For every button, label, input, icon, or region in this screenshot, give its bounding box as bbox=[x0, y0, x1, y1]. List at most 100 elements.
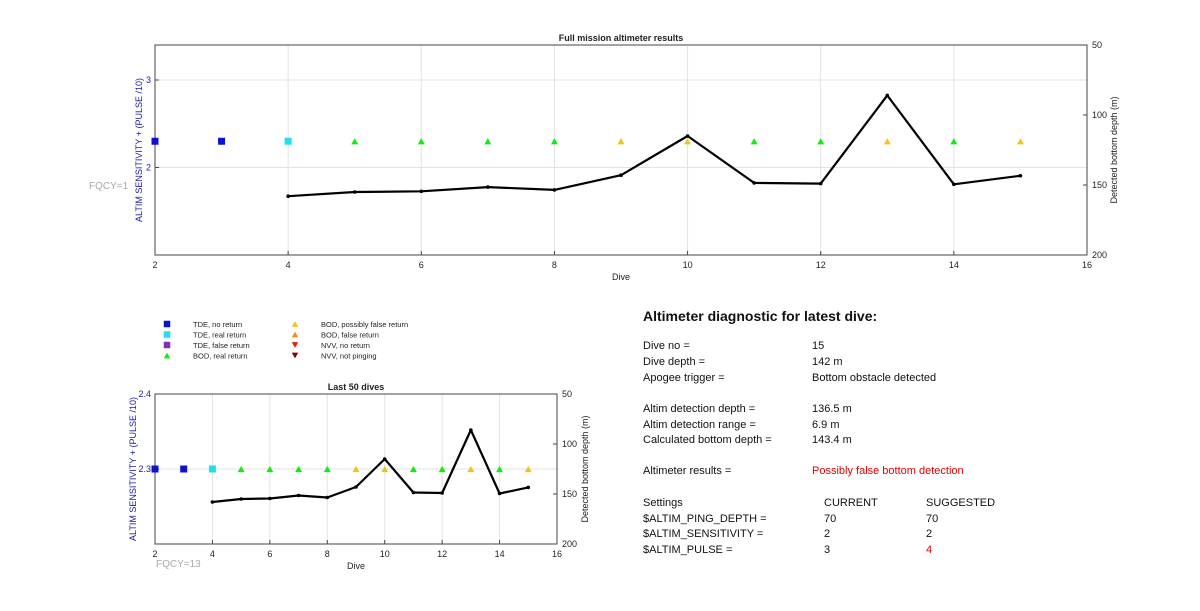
legend-label: NVV, no return bbox=[321, 341, 370, 350]
altimeter-marker bbox=[550, 138, 558, 145]
x-tick-label: 10 bbox=[380, 549, 390, 559]
y-right-axis-label: Detected bottom depth (m) bbox=[1109, 96, 1119, 203]
x-tick-label: 4 bbox=[286, 260, 291, 270]
bottom-depth-point bbox=[286, 194, 290, 198]
bottom-depth-point bbox=[296, 493, 301, 498]
settings-header: Settings bbox=[643, 497, 683, 509]
altimeter-marker bbox=[524, 465, 532, 473]
x-axis-label: Dive bbox=[347, 561, 365, 571]
diagnostic-title: Altimeter diagnostic for latest dive: bbox=[643, 308, 878, 324]
dive-depth-value: 142 m bbox=[812, 356, 843, 368]
bottom-depth-label: Calculated bottom depth = bbox=[643, 434, 772, 446]
bottom-depth-point bbox=[268, 496, 272, 501]
legend-marker bbox=[291, 342, 299, 348]
altimeter-marker bbox=[284, 137, 292, 145]
bottom-depth-point bbox=[382, 457, 387, 461]
altimeter-marker bbox=[417, 138, 425, 145]
altimeter-marker bbox=[208, 465, 216, 473]
y-right-tick-label: 150 bbox=[562, 489, 577, 499]
suggested-header: SUGGESTED bbox=[926, 497, 996, 509]
apogee-trigger-value: Bottom obstacle detected bbox=[812, 372, 937, 384]
apogee-trigger-label: Apogee trigger = bbox=[643, 372, 725, 384]
bottom-depth-point bbox=[486, 185, 490, 189]
dive-depth-label: Dive depth = bbox=[643, 356, 706, 368]
y-right-tick-label: 100 bbox=[562, 439, 577, 449]
setting-current: 70 bbox=[824, 513, 837, 525]
legend-marker bbox=[291, 352, 299, 359]
x-tick-label: 14 bbox=[495, 549, 505, 559]
x-tick-label: 14 bbox=[949, 260, 959, 270]
bottom-depth-point bbox=[354, 485, 358, 489]
detection-range-value: 6.9 m bbox=[812, 419, 840, 431]
x-tick-label: 2 bbox=[152, 549, 157, 559]
altimeter-marker bbox=[381, 465, 389, 473]
bottom-depth-point bbox=[469, 428, 473, 432]
altimeter-marker bbox=[218, 137, 226, 145]
y-left-axis-label: ALTIM SENSITIVITY + (PULSE /10) bbox=[134, 78, 144, 222]
dive-no-label: Dive no = bbox=[643, 340, 690, 352]
altimeter-marker bbox=[323, 465, 331, 473]
altimeter-marker bbox=[266, 465, 274, 473]
y-right-tick-label: 200 bbox=[1092, 250, 1107, 260]
bottom-depth-point bbox=[619, 173, 623, 177]
bottom-depth-value: 143.4 m bbox=[812, 434, 852, 446]
chart-title: Last 50 dives bbox=[328, 382, 385, 392]
bottom-depth-point bbox=[210, 500, 215, 504]
detection-depth-label: Altim detection depth = bbox=[643, 403, 756, 415]
x-axis-label: Dive bbox=[612, 272, 630, 282]
altimeter-marker bbox=[496, 465, 504, 473]
bottom-depth-line bbox=[212, 428, 529, 504]
y-left-tick-label: 2.3 bbox=[138, 464, 151, 474]
chart-title: Full mission altimeter results bbox=[559, 33, 684, 43]
altimeter-marker bbox=[684, 138, 692, 145]
x-tick-label: 16 bbox=[1082, 260, 1092, 270]
x-tick-label: 12 bbox=[816, 260, 826, 270]
y-left-tick-label: 2 bbox=[146, 163, 151, 173]
y-left-tick-label: 3 bbox=[146, 75, 151, 85]
altimeter-results-value: Possibly false bottom detection bbox=[812, 465, 964, 477]
detection-range-label: Altim detection range = bbox=[643, 419, 756, 431]
altimeter-marker bbox=[295, 465, 303, 473]
bottom-depth-point bbox=[685, 134, 690, 138]
altimeter-marker bbox=[151, 465, 159, 473]
bottom-depth-point bbox=[440, 491, 444, 495]
bottom-depth-point bbox=[885, 93, 890, 98]
plot-area bbox=[155, 45, 1087, 255]
last-50-dives-chart: 2 4 6 8 10 12 14 16 2.3 2.4 50 100 150 200 Last 50 div… bbox=[128, 382, 590, 571]
altimeter-marker bbox=[409, 465, 417, 473]
y-right-tick-label: 200 bbox=[562, 539, 577, 549]
altimeter-marker bbox=[950, 138, 958, 145]
setting-suggested: 2 bbox=[926, 528, 933, 540]
setting-name: $ALTIM_PULSE = bbox=[643, 544, 733, 556]
setting-name: $ALTIM_SENSITIVITY = bbox=[643, 528, 764, 540]
altimeter-marker bbox=[883, 138, 891, 145]
x-tick-label: 4 bbox=[210, 549, 215, 559]
dive-no-value: 15 bbox=[812, 340, 825, 352]
x-tick-label: 6 bbox=[267, 549, 272, 559]
legend-marker bbox=[163, 352, 171, 359]
x-tick-label: 16 bbox=[552, 549, 562, 559]
altimeter-marker bbox=[467, 465, 475, 473]
x-tick-label: 6 bbox=[419, 260, 424, 270]
altimeter-marker bbox=[1016, 138, 1024, 145]
altimeter-marker bbox=[351, 138, 359, 145]
y-right-axis-label: Detected bottom depth (m) bbox=[580, 415, 590, 522]
current-header: CURRENT bbox=[824, 497, 878, 509]
legend-label: TDE, no return bbox=[193, 320, 242, 329]
legend-marker bbox=[291, 331, 299, 338]
fqcy-annotation: FQCY=1 bbox=[89, 181, 129, 192]
x-tick-label: 2 bbox=[152, 260, 157, 270]
y-right-tick-label: 150 bbox=[1092, 180, 1107, 190]
setting-suggested: 70 bbox=[926, 513, 939, 525]
legend-label: TDE, real return bbox=[193, 331, 246, 340]
bottom-depth-point bbox=[497, 491, 502, 496]
altimeter-marker bbox=[151, 137, 159, 145]
altimeter-results-label: Altimeter results = bbox=[643, 465, 732, 477]
altimeter-marker bbox=[180, 465, 188, 473]
bottom-depth-point bbox=[952, 182, 956, 187]
y-left-tick-label: 2.4 bbox=[138, 389, 151, 399]
full-mission-chart: 2 4 6 8 10 12 14 16 2 3 50 100 150 200 Full mission al… bbox=[89, 33, 1119, 282]
altimeter-marker bbox=[817, 138, 825, 145]
setting-current: 2 bbox=[824, 528, 831, 540]
